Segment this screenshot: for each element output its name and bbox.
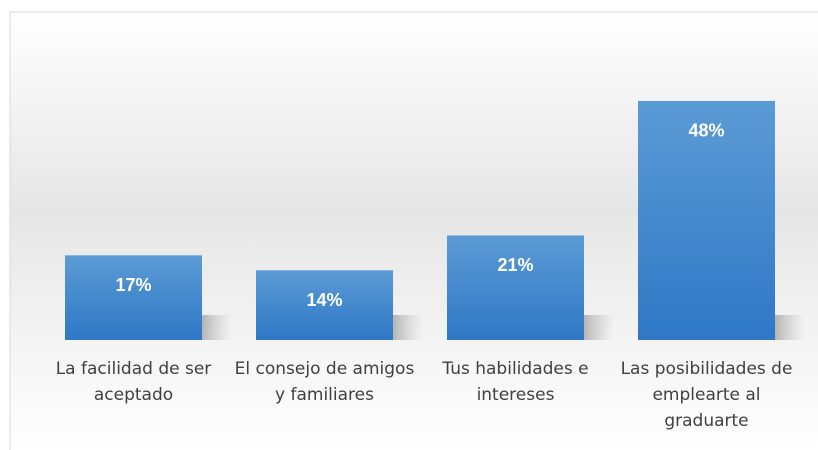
bar-shadow [775,315,805,340]
x-tick-label: Las posibilidades de emplearte al gradua… [620,359,793,431]
bars: 17% 14% 21% 48% [65,100,805,341]
x-tick-label: Tus habilidades e intereses [442,359,589,405]
data-label: 21% [497,255,533,275]
bar-shadow [584,315,614,340]
bar [256,270,393,340]
x-tick-label: La facilidad de ser aceptado [55,359,212,405]
bar-shadow [393,315,423,340]
data-label: 48% [688,121,724,141]
x-tick-label: El consejo de amigos y familiares [234,359,415,405]
bar [638,100,775,341]
data-label: 14% [306,290,342,310]
bar [65,255,202,340]
bar [447,235,584,340]
data-label: 17% [115,275,151,295]
bar-shadow [202,315,232,340]
